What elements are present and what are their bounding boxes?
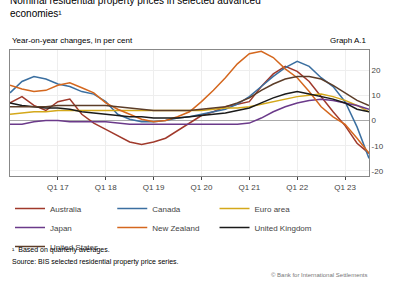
svg-text:© Bank for International Settl: © Bank for International Settlements — [271, 272, 367, 278]
svg-text:0: 0 — [372, 116, 377, 125]
svg-text:Q1 19: Q1 19 — [143, 183, 165, 192]
svg-text:Nominal residential property p: Nominal residential property prices in s… — [10, 0, 261, 19]
svg-text:Australia: Australia — [50, 205, 82, 214]
svg-text:United States: United States — [50, 243, 98, 252]
svg-text:Euro area: Euro area — [255, 205, 291, 214]
svg-text:20: 20 — [372, 66, 381, 75]
svg-text:United Kingdom: United Kingdom — [255, 224, 312, 233]
svg-text:¹ Based on quarterly averages: ¹ Based on quarterly averages. — [12, 246, 110, 254]
svg-text:Q1 21: Q1 21 — [238, 183, 260, 192]
svg-text:-20: -20 — [372, 167, 384, 176]
svg-text:-10: -10 — [372, 142, 384, 151]
svg-text:Q1 22: Q1 22 — [286, 183, 308, 192]
svg-text:Q1 23: Q1 23 — [334, 183, 356, 192]
svg-text:Q1 18: Q1 18 — [95, 183, 117, 192]
svg-text:Year-on-year changes, in per c: Year-on-year changes, in per cent — [12, 36, 133, 45]
svg-text:Q1 20: Q1 20 — [191, 183, 213, 192]
svg-text:Graph A.1: Graph A.1 — [330, 36, 367, 45]
svg-text:Japan: Japan — [50, 224, 72, 233]
svg-text:10: 10 — [372, 91, 381, 100]
svg-text:Canada: Canada — [152, 205, 181, 214]
svg-text:New Zealand: New Zealand — [152, 224, 199, 233]
svg-text:Q1 17: Q1 17 — [47, 183, 69, 192]
svg-text:Source: BIS selected residenti: Source: BIS selected residential propert… — [12, 258, 179, 266]
